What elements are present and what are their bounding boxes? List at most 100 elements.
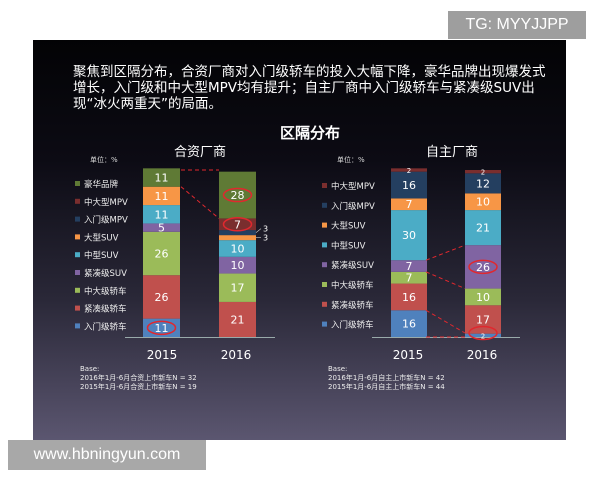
data-label: 11 [155, 190, 169, 203]
watermark-top: TG: MYYJJPP [448, 11, 586, 39]
data-label: 7 [234, 218, 241, 231]
bar-segment [219, 218, 256, 231]
bar-segment [219, 171, 256, 219]
unit-label: 单位：% [337, 155, 365, 164]
base-note: 2016年1月-6月合资上市新车N = 32 [80, 373, 197, 382]
data-label: 26 [476, 261, 490, 274]
bar-segment [219, 273, 256, 302]
base-note: 2015年1月-6月合资上市新车N = 19 [80, 382, 197, 391]
base-label: Base: [328, 365, 347, 373]
legend-swatch [322, 262, 327, 268]
connector-line [425, 309, 466, 334]
panel-title: 合资厂商 [174, 145, 226, 160]
bar-segment [143, 223, 180, 232]
bar-segment [391, 271, 427, 284]
data-label: 2 [407, 167, 411, 175]
data-label: 2 [481, 169, 485, 177]
connector-line [425, 271, 466, 290]
bar-segment [465, 288, 501, 306]
bar-segment [143, 231, 180, 276]
bar-segment [465, 333, 501, 337]
bar-segment [465, 210, 501, 246]
x-tick-label: 2015 [393, 348, 424, 362]
legend-swatch [75, 234, 80, 240]
legend-swatch [322, 222, 327, 228]
legend-swatch [75, 198, 80, 204]
bar-segment [219, 301, 256, 337]
legend-label: 入门级MPV [84, 215, 128, 226]
legend-label: 中型SUV [84, 250, 119, 261]
legend-label: 紧凑级轿车 [84, 304, 127, 315]
highlight-circle [468, 325, 498, 341]
data-label: 26 [155, 291, 169, 304]
data-label: 10 [476, 196, 490, 209]
watermark-bottom: www.hbningyun.com [8, 440, 206, 470]
bar-segment [143, 275, 180, 319]
x-tick-label: 2016 [221, 348, 252, 362]
data-label: 21 [231, 313, 245, 326]
legend-label: 入门级轿车 [84, 321, 127, 332]
legend-label: 豪华品牌 [84, 179, 119, 190]
highlight-circle [146, 320, 177, 336]
highlight-circle [222, 187, 253, 203]
unit-label: 单位：% [90, 155, 118, 164]
data-label: 28 [231, 189, 245, 202]
data-label: 17 [231, 282, 245, 295]
legend-swatch [322, 183, 327, 188]
bar-segment [391, 171, 427, 199]
bar-segment [219, 256, 256, 274]
legend-swatch [322, 202, 327, 208]
bar-segment [391, 283, 427, 311]
connector-line [180, 186, 220, 219]
base-note: 2015年1月-6月自主上市新车N = 44 [328, 382, 445, 391]
bar-segment [391, 210, 427, 261]
data-label: 11 [155, 322, 169, 335]
bar-segment [465, 245, 501, 289]
legend-swatch [75, 287, 80, 293]
legend-swatch [322, 321, 327, 327]
legend-label: 大型SUV [331, 221, 366, 232]
base-note: 2016年1月-6月自主上市新车N = 42 [328, 373, 445, 382]
data-label: 11 [155, 208, 169, 221]
data-label: 12 [476, 177, 490, 190]
legend-label: 中大型MPV [84, 197, 128, 208]
data-label: 10 [231, 242, 245, 255]
data-label: 17 [476, 313, 490, 326]
base-label: Base: [80, 365, 99, 373]
legend-label: 入门级MPV [331, 201, 375, 212]
data-label: 10 [231, 259, 245, 272]
legend-label: 中大型MPV [331, 181, 375, 192]
data-label: 2 [481, 332, 485, 340]
legend-label: 中型SUV [331, 240, 366, 251]
data-label: 7 [406, 260, 413, 273]
legend-swatch [75, 323, 80, 329]
connector-line [425, 244, 466, 261]
legend-swatch [322, 301, 327, 307]
data-label: 3 [263, 225, 268, 234]
panel-title: 自主厂商 [426, 145, 478, 160]
label-leader [255, 228, 262, 233]
data-label: 30 [402, 229, 416, 242]
x-tick-label: 2015 [147, 348, 178, 362]
bar-segment [219, 235, 256, 241]
highlight-circle [468, 259, 498, 275]
bar-segment [465, 193, 501, 211]
intro-text: 聚焦到区隔分布，合资厂商对入门级轿车的投入大幅下降，豪华品牌出现爆发式增长，入门… [73, 64, 546, 112]
data-label: 5 [158, 222, 165, 235]
legend-label: 中大级轿车 [84, 286, 127, 297]
legend-label: 紧凑级SUV [84, 268, 127, 279]
bar-segment [219, 230, 256, 236]
bar-segment [143, 205, 180, 224]
legend-label: 中大级轿车 [331, 280, 374, 291]
legend-label: 紧凑级轿车 [331, 300, 374, 311]
data-label: 7 [406, 198, 413, 211]
data-label: 3 [263, 234, 268, 243]
legend-swatch [75, 305, 80, 311]
highlight-circle [222, 217, 253, 232]
data-label: 26 [155, 248, 169, 261]
bar-segment [143, 186, 180, 206]
data-label: 11 [155, 172, 169, 185]
data-label: 7 [406, 272, 413, 285]
